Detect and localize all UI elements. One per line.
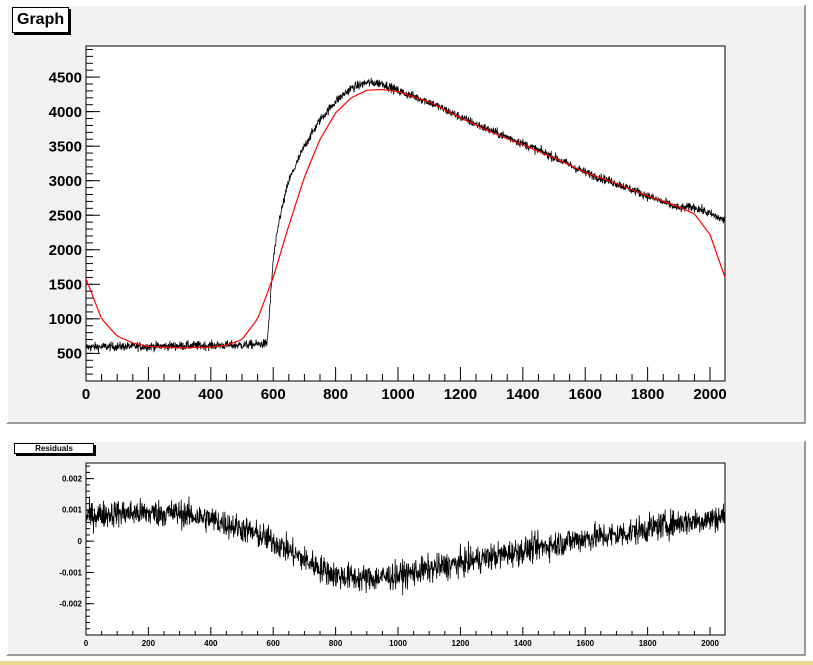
x-tick-label: 800 bbox=[323, 386, 348, 403]
residuals-plot-area: -0.002 -0.001 0 0.001 0.002 0 200 400 600 800 1000… bbox=[59, 462, 726, 648]
y-tick-label: 0.002 bbox=[62, 474, 83, 483]
x-tick-label: 200 bbox=[136, 386, 161, 403]
y-tick-label: 3500 bbox=[49, 138, 82, 155]
fit-curve-line bbox=[85, 89, 726, 349]
x-tick-label: 1400 bbox=[506, 386, 539, 403]
x-tick-label: 600 bbox=[261, 386, 286, 403]
data-series-line bbox=[85, 496, 725, 596]
y-tick-label: 4500 bbox=[49, 69, 82, 86]
y-tick-label: -0.001 bbox=[59, 568, 82, 577]
y-tick-label: 1000 bbox=[49, 311, 82, 328]
x-tick-label: 1400 bbox=[514, 639, 532, 648]
plot-frame bbox=[85, 45, 726, 382]
graph-title: Graph bbox=[12, 7, 70, 33]
window-bottom-strip bbox=[0, 661, 813, 665]
x-tick-label: 0 bbox=[84, 639, 89, 648]
x-tick-label: 0 bbox=[82, 386, 90, 403]
x-tick-label: 2000 bbox=[701, 639, 719, 648]
y-tick-label: 0 bbox=[78, 537, 83, 546]
x-tick-label: 1800 bbox=[631, 386, 664, 403]
x-tick-label: 600 bbox=[267, 639, 281, 648]
y-tick-label: 0.001 bbox=[62, 506, 83, 515]
y-tick-label: 2000 bbox=[49, 242, 82, 259]
y-tick-label: 500 bbox=[57, 346, 82, 363]
x-tick-label: 1200 bbox=[444, 386, 477, 403]
plot-frame bbox=[85, 462, 726, 636]
x-tick-label: 200 bbox=[142, 639, 156, 648]
x-tick-label: 1200 bbox=[452, 639, 470, 648]
y-tick-label: 4000 bbox=[49, 104, 82, 121]
x-tick-label: 1600 bbox=[569, 386, 602, 403]
y-tick-label: 1500 bbox=[49, 277, 82, 294]
x-tick-label: 1600 bbox=[576, 639, 594, 648]
x-tick-label: 1800 bbox=[639, 639, 657, 648]
y-tick-label: -0.002 bbox=[59, 600, 82, 609]
x-tick-label: 400 bbox=[204, 639, 218, 648]
x-tick-label: 2000 bbox=[693, 386, 726, 403]
x-tick-label: 800 bbox=[329, 639, 343, 648]
main-plot-area: 500 1000 1500 2000 2500 3000 3500 4000 4500 0 200 4… bbox=[49, 45, 727, 403]
y-tick-label: 2500 bbox=[49, 207, 82, 224]
y-tick-label: 3000 bbox=[49, 173, 82, 190]
x-tick-label: 1000 bbox=[389, 639, 407, 648]
x-tick-label: 1000 bbox=[381, 386, 414, 403]
data-series-line bbox=[85, 77, 726, 353]
x-tick-label: 400 bbox=[198, 386, 223, 403]
residuals-title: Residuals bbox=[14, 443, 94, 454]
